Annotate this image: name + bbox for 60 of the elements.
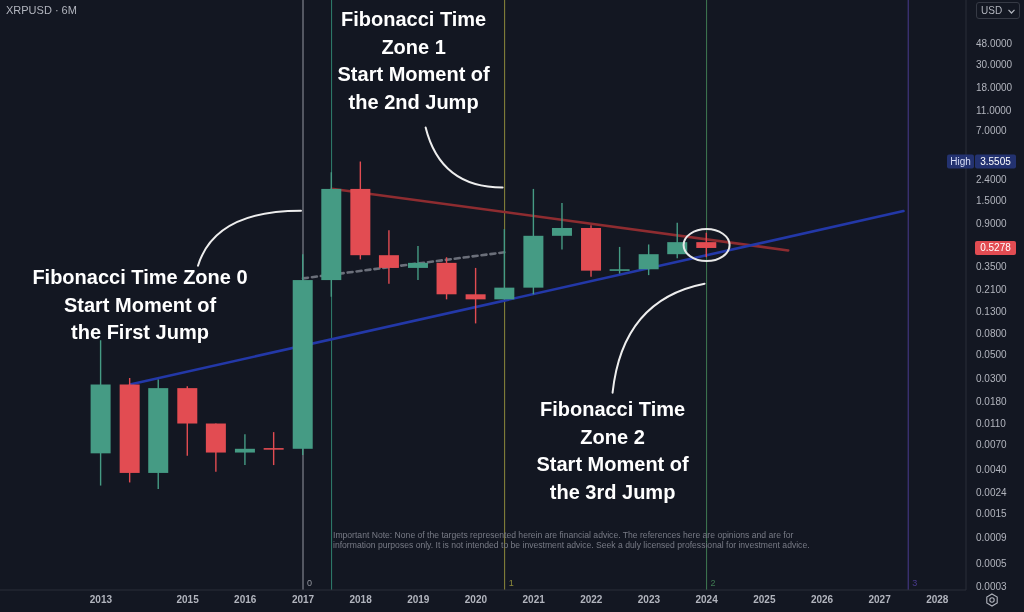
candlestick bbox=[378, 229, 399, 285]
ref-line-label: 0 bbox=[307, 578, 313, 588]
x-tick-label: 2022 bbox=[580, 594, 603, 606]
x-tick-label: 2016 bbox=[234, 594, 257, 606]
y-tick-label: 0.1300 bbox=[976, 306, 1008, 318]
candlestick bbox=[696, 231, 717, 258]
candlestick bbox=[638, 243, 659, 276]
y-tick-label: 30.0000 bbox=[976, 59, 1013, 71]
candlestick bbox=[407, 245, 428, 281]
y-tick-label: 0.0180 bbox=[976, 395, 1008, 407]
annotation: Fibonacci Time Zone 2 Start Moment of the 3rd Jump bbox=[536, 398, 690, 503]
x-tick-label: 2028 bbox=[926, 594, 949, 606]
y-tick-label: 11.0000 bbox=[976, 104, 1012, 116]
y-tick-label: 7.0000 bbox=[976, 125, 1008, 137]
y-tick-label: 0.3500 bbox=[976, 261, 1008, 273]
ref-line-label: 1 bbox=[508, 578, 514, 588]
candlestick bbox=[609, 246, 630, 275]
annotation: Fibonacci Time Zone 1 Start Moment of the 2nd Jump bbox=[337, 8, 491, 113]
chart-title: XRPUSD · 6M bbox=[6, 4, 77, 16]
y-tick-label: 0.2100 bbox=[976, 284, 1008, 296]
y-axis-title: USD bbox=[981, 5, 1003, 16]
y-tick-label: 0.0009 bbox=[976, 531, 1008, 543]
x-tick-label: 2026 bbox=[810, 594, 834, 606]
y-tick-label: 0.9000 bbox=[976, 218, 1008, 230]
y-tick-label: 0.0015 bbox=[976, 508, 1008, 520]
candlestick bbox=[494, 228, 515, 301]
x-tick-label: 2020 bbox=[464, 594, 488, 606]
x-tick-label: 2027 bbox=[868, 594, 892, 606]
text: 0.5278 bbox=[980, 242, 1012, 254]
y-tick-label: 0.0040 bbox=[976, 463, 1008, 475]
candlestick bbox=[263, 431, 284, 466]
x-tick-label: 2017 bbox=[291, 594, 315, 606]
x-tick-label: 2024 bbox=[695, 594, 719, 606]
annotation: Fibonacci Time Zone 0 Start Moment of the First Jump bbox=[32, 266, 248, 344]
candlestick bbox=[465, 267, 486, 325]
x-tick-label: 2025 bbox=[753, 594, 776, 606]
y-tick-label: 18.0000 bbox=[976, 82, 1013, 94]
x-tick-label: 2023 bbox=[637, 594, 661, 606]
ref-line-label: 2 bbox=[710, 578, 716, 588]
x-tick-label: 2021 bbox=[522, 594, 546, 606]
x-tick-label: 2015 bbox=[176, 594, 200, 606]
y-tick-label: 0.0110 bbox=[976, 418, 1007, 430]
y-tick-label: 1.5000 bbox=[976, 195, 1008, 207]
y-tick-label: 0.0500 bbox=[976, 349, 1008, 361]
y-tick-label: 0.0070 bbox=[976, 438, 1008, 450]
y-tick-label: 0.0005 bbox=[976, 558, 1008, 570]
y-tick-label: 0.0800 bbox=[976, 328, 1008, 340]
x-tick-label: 2013 bbox=[89, 594, 113, 606]
x-tick-label: 2018 bbox=[349, 594, 373, 606]
x-tick-label: 2019 bbox=[407, 594, 430, 606]
y-tick-label: 0.0003 bbox=[976, 581, 1008, 593]
y-tick-label: 2.4000 bbox=[976, 173, 1008, 185]
annotation: High bbox=[950, 156, 971, 168]
candlestick bbox=[551, 202, 572, 251]
candlestick bbox=[234, 433, 255, 466]
text: 3.5505 bbox=[980, 156, 1012, 168]
y-tick-label: 0.0300 bbox=[976, 372, 1008, 384]
y-tick-label: 0.0024 bbox=[976, 487, 1008, 499]
ref-line-label: 3 bbox=[912, 578, 918, 588]
y-tick-label: 48.0000 bbox=[976, 37, 1013, 49]
